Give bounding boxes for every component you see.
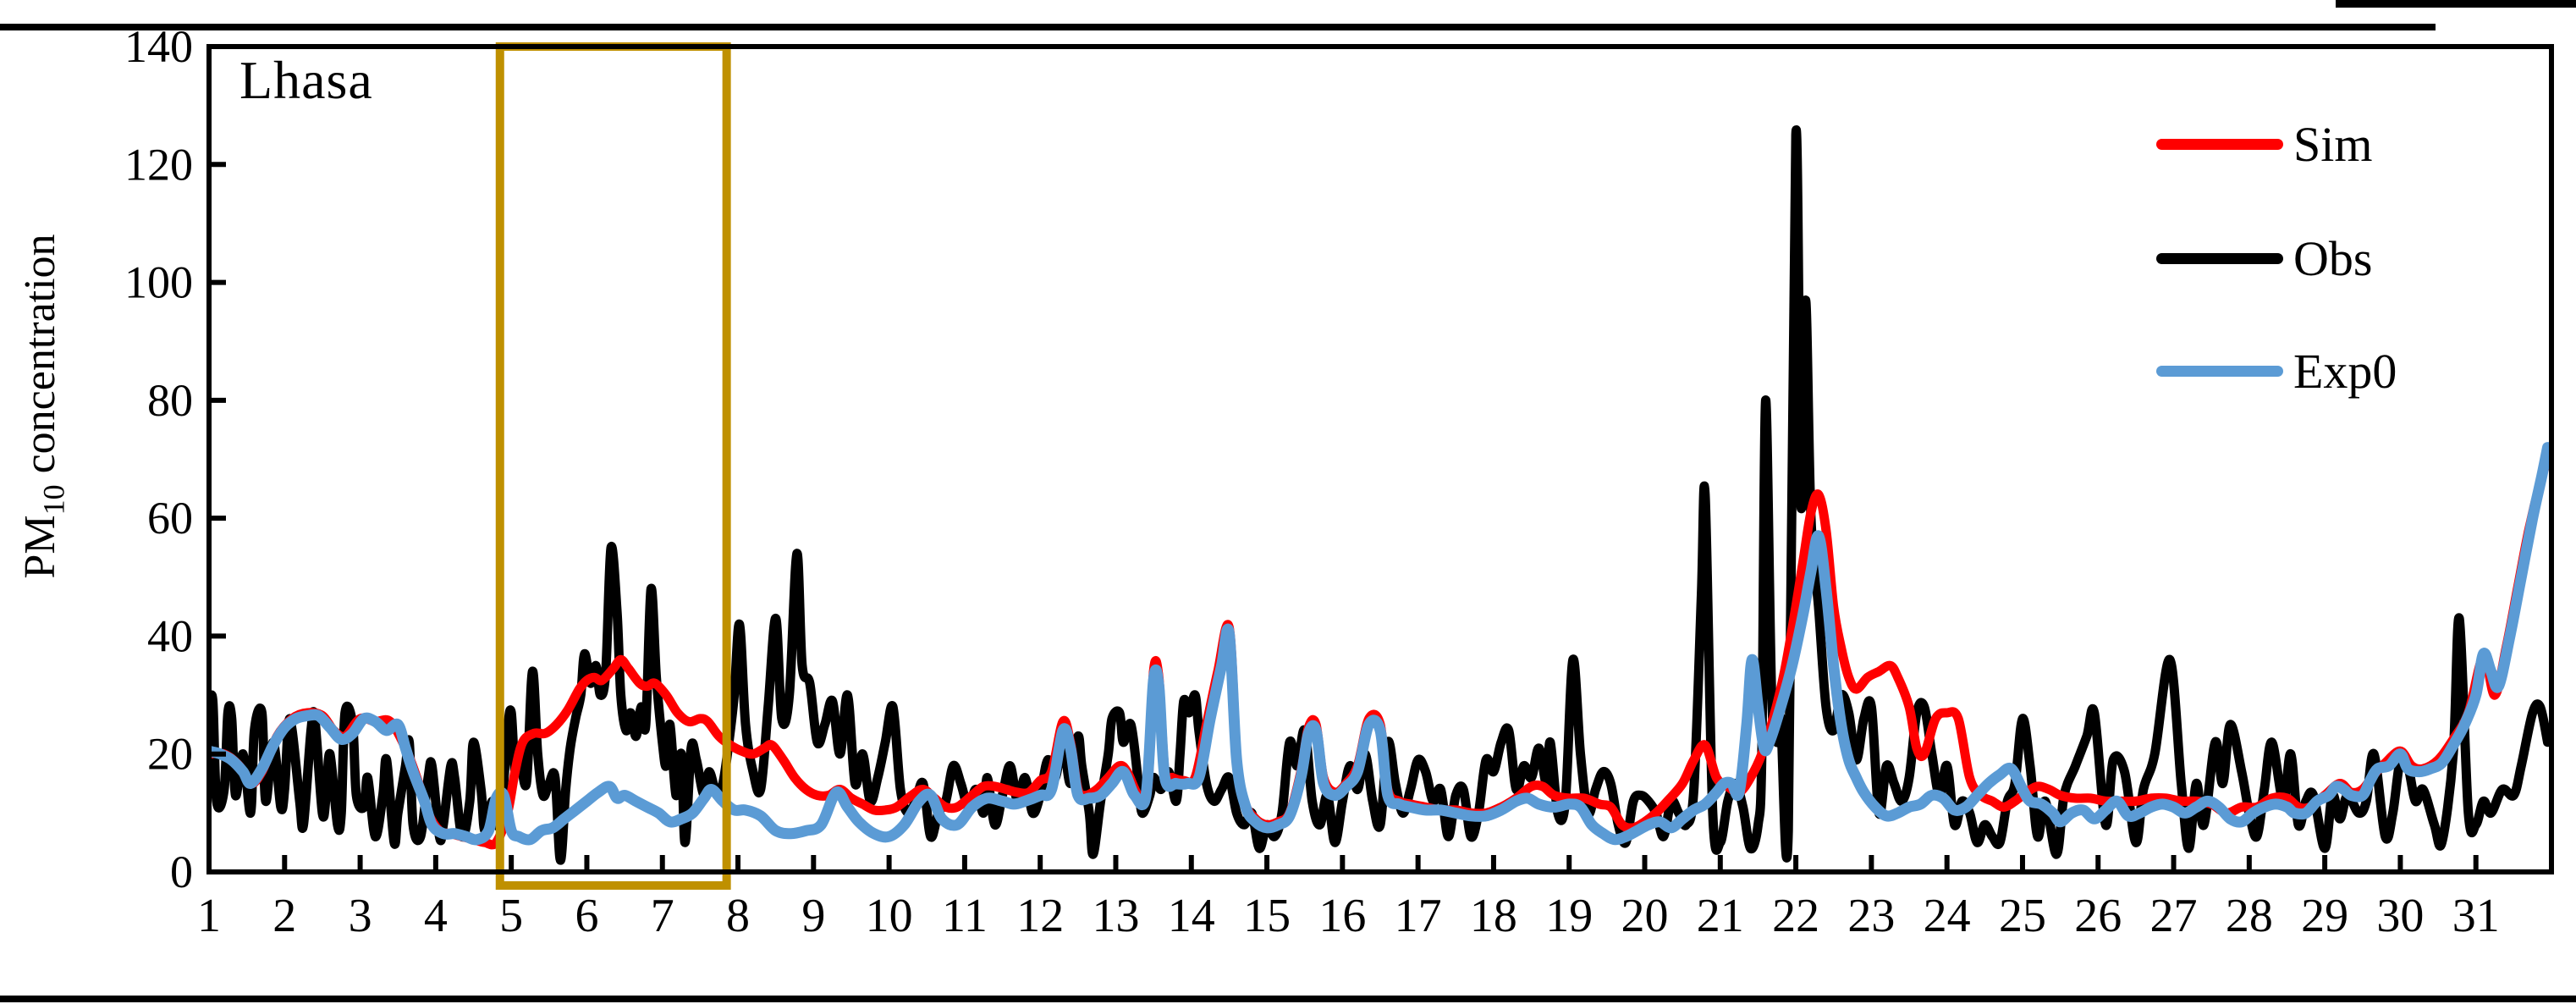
x-tick-label: 14 [1168, 890, 1215, 942]
legend-label-obs: Obs [2293, 230, 2373, 286]
x-tick-label: 3 [349, 890, 372, 942]
panel-location-label: Lhasa [239, 50, 373, 110]
x-tick-label: 24 [1924, 890, 1971, 942]
x-tick-label: 18 [1470, 890, 1517, 942]
x-tick-label: 4 [424, 890, 448, 942]
x-tick-label: 21 [1697, 890, 1744, 942]
x-tick-label: 31 [2452, 890, 2500, 942]
y-axis-title-suffix: concentration [16, 234, 64, 485]
x-tick-label: 2 [272, 890, 296, 942]
y-axis-title-subscript: 10 [36, 484, 71, 516]
x-tick-label: 20 [1621, 890, 1669, 942]
x-tick-label: 28 [2226, 890, 2273, 942]
x-tick-label: 12 [1016, 890, 1064, 942]
y-axis-title-prefix: PM [16, 515, 64, 579]
legend-item-sim: Sim [2156, 114, 2373, 174]
x-tick-label: 22 [1772, 890, 1819, 942]
y-axis-title: PM10 concentration [11, 135, 70, 677]
y-tick-label: 60 [147, 493, 193, 543]
x-tick-label: 19 [1545, 890, 1593, 942]
x-tick-label: 27 [2150, 890, 2198, 942]
series-line-sim [207, 455, 2552, 850]
y-tick-label: 120 [124, 139, 193, 190]
series-line-exp0 [207, 442, 2553, 846]
series-lines [207, 125, 2553, 865]
x-tick-label: 29 [2301, 890, 2348, 942]
x-tick-label: 30 [2376, 890, 2424, 942]
axis-ticks [206, 44, 2554, 874]
sim-line-swatch-icon [2156, 138, 2283, 150]
legend-label-sim: Sim [2293, 116, 2373, 172]
top-right-rule [2336, 0, 2576, 8]
exp0-line-swatch-icon [2156, 365, 2283, 377]
x-tick-label: 6 [575, 890, 598, 942]
y-tick-label: 100 [124, 257, 193, 308]
x-tick-label: 10 [866, 890, 913, 942]
y-tick-labels: 0 20 40 60 80 100 120 140 [124, 21, 193, 897]
x-tick-label: 25 [1999, 890, 2046, 942]
x-tick-label: 1 [197, 890, 221, 942]
y-tick-label: 40 [147, 610, 193, 661]
x-tick-label: 16 [1318, 890, 1366, 942]
top-rule [0, 24, 2436, 30]
x-tick-label: 8 [726, 890, 750, 942]
x-tick-label: 11 [942, 890, 988, 942]
legend-label-exp0: Exp0 [2293, 343, 2397, 399]
y-tick-label: 140 [124, 21, 193, 72]
x-tick-label: 7 [651, 890, 674, 942]
y-tick-label: 0 [170, 847, 193, 897]
x-tick-label: 17 [1395, 890, 1442, 942]
x-tick-label: 13 [1092, 890, 1139, 942]
legend-item-exp0: Exp0 [2156, 341, 2397, 400]
y-tick-label: 80 [147, 375, 193, 426]
x-tick-label: 26 [2074, 890, 2122, 942]
bottom-rule [0, 996, 2576, 1002]
x-tick-label: 5 [499, 890, 523, 942]
plot-border [206, 44, 2554, 874]
y-tick-label: 20 [147, 729, 193, 780]
obs-line-swatch-icon [2156, 252, 2283, 264]
legend-item-obs: Obs [2156, 229, 2372, 288]
x-tick-label: 15 [1243, 890, 1291, 942]
x-tick-label: 23 [1847, 890, 1895, 942]
x-tick-label: 9 [801, 890, 825, 942]
x-tick-labels: 1 2 3 4 5 6 7 8 9 10 11 12 13 14 15 16 17 18 19 20 21 22 23 24 2… [197, 890, 2500, 942]
